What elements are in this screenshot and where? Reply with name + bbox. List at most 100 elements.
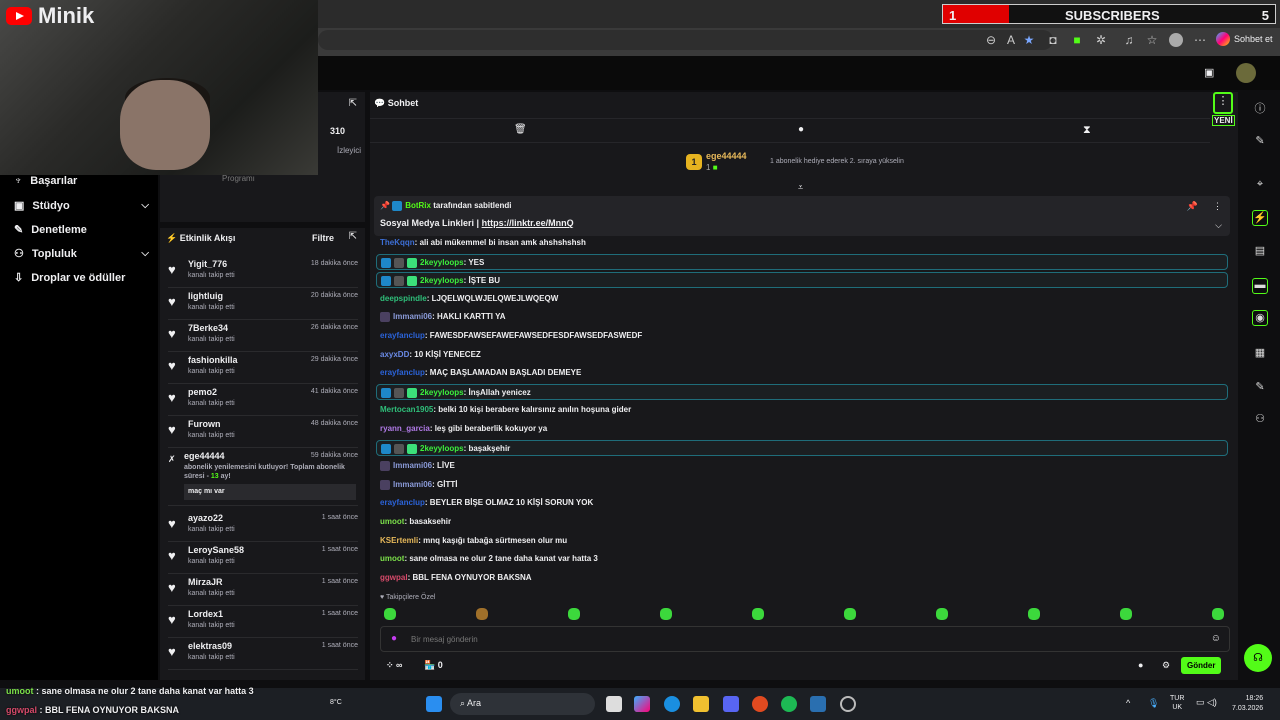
- ea-icon[interactable]: [752, 696, 768, 712]
- chat-settings-bubble-icon[interactable]: ●: [1138, 660, 1144, 670]
- emote-icon[interactable]: [476, 608, 488, 620]
- store-button[interactable]: 🏪 0: [424, 660, 443, 670]
- chat-input[interactable]: ● Bir mesaj gönderin ☺: [380, 626, 1230, 652]
- emote-icon[interactable]: [1212, 608, 1224, 620]
- edge-icon[interactable]: [664, 696, 680, 712]
- pinned-link[interactable]: https://linktr.ee/MnnQ: [481, 218, 574, 228]
- users-icon[interactable]: ⚇: [1255, 413, 1265, 425]
- chevron-up-icon[interactable]: ^: [1126, 698, 1131, 708]
- document-icon[interactable]: ▤: [1254, 245, 1266, 257]
- feed-item[interactable]: ♥ LeroySane58 kanalı takip etti 1 saat önce: [168, 542, 358, 574]
- favorite-star-icon[interactable]: ★: [1023, 33, 1035, 47]
- kick-icon[interactable]: ▣: [1204, 67, 1215, 79]
- address-bar[interactable]: [318, 30, 1053, 50]
- chat-username[interactable]: Immami06: [393, 312, 433, 322]
- network-volume-icon[interactable]: ▭ ◁): [1196, 697, 1217, 707]
- info-icon[interactable]: ⓘ: [1254, 103, 1266, 115]
- chevron-down-icon[interactable]: ⌵: [1215, 220, 1222, 230]
- emote-icon[interactable]: [568, 608, 580, 620]
- chat-username[interactable]: TheKqqn: [380, 238, 415, 247]
- avatar[interactable]: [1236, 63, 1256, 83]
- mic-icon[interactable]: 🎙: [1148, 698, 1160, 708]
- zoom-out-icon[interactable]: ⊖: [985, 33, 997, 47]
- feed-item[interactable]: ♥ Yigit_776 kanalı takip etti 18 dakika önc…: [168, 256, 358, 288]
- collapse-icon[interactable]: ⩡: [798, 182, 804, 192]
- lightning-icon[interactable]: ⚡: [1252, 210, 1268, 226]
- gear-icon[interactable]: ⚙: [1162, 660, 1171, 670]
- feed-item[interactable]: ♥ fashionkilla kanalı takip etti 29 dakika …: [168, 352, 358, 384]
- chat-username[interactable]: 2keyyloops: [420, 257, 464, 267]
- chat-menu-button[interactable]: ⋮: [1213, 92, 1233, 114]
- file-explorer-icon[interactable]: [693, 696, 709, 712]
- copilot-button[interactable]: Sohbet et: [1216, 32, 1273, 46]
- chat-username[interactable]: 2keyyloops: [420, 276, 464, 286]
- wrench-icon[interactable]: ✎: [1255, 381, 1265, 393]
- kick-extension-icon[interactable]: ■: [1073, 33, 1081, 47]
- emote-icon[interactable]: [752, 608, 764, 620]
- steam-icon[interactable]: [810, 696, 826, 712]
- windows-start-icon[interactable]: [426, 696, 442, 712]
- trash-icon[interactable]: 🗑: [514, 124, 527, 135]
- emoji-icon[interactable]: ☺: [1210, 633, 1221, 644]
- popout-icon[interactable]: ⇱: [348, 98, 357, 109]
- chat-username[interactable]: 2keyyloops: [420, 443, 464, 453]
- profile-icon[interactable]: [1169, 33, 1183, 47]
- chat-username[interactable]: umoot: [380, 517, 405, 526]
- pencil-icon[interactable]: ✎: [1255, 135, 1265, 147]
- chat-username[interactable]: Mertocan1905: [380, 405, 434, 415]
- emote-icon[interactable]: [384, 608, 396, 620]
- chat-username[interactable]: erayfanclup: [380, 331, 425, 340]
- feed-item[interactable]: ♥ Furown kanalı takip etti 48 dakika önce: [168, 416, 358, 448]
- extension-icon[interactable]: ◘: [1049, 33, 1057, 47]
- emote-icon[interactable]: [936, 608, 948, 620]
- emote-icon[interactable]: [844, 608, 856, 620]
- more-icon[interactable]: ⋮: [1213, 201, 1222, 211]
- feed-item[interactable]: ♥ ayazo22 kanalı takip etti 1 saat önce: [168, 510, 358, 542]
- app-icon[interactable]: [840, 696, 856, 712]
- chat-username[interactable]: Immami06: [393, 479, 433, 489]
- feed-item[interactable]: ♥ pemo2 kanalı takip etti 41 dakika önce: [168, 384, 358, 416]
- chat-bubble-icon[interactable]: ●: [798, 124, 805, 135]
- popout-icon[interactable]: ⇱: [348, 231, 357, 242]
- points-display[interactable]: ⁘ ∞: [386, 660, 403, 670]
- chat-username[interactable]: axyxDD: [380, 349, 410, 359]
- emote-icon[interactable]: [660, 608, 672, 620]
- extensions-icon[interactable]: ✲: [1095, 33, 1107, 47]
- hourglass-icon[interactable]: ⧗: [1083, 124, 1091, 136]
- pin-icon[interactable]: 📌: [1186, 201, 1198, 211]
- chat-username[interactable]: erayfanclup: [380, 368, 425, 378]
- nav-item-studyo[interactable]: ▣ Stüdyo ⌵: [14, 199, 149, 213]
- read-aloud-icon[interactable]: A: [1006, 33, 1015, 47]
- chat-username[interactable]: Immami06: [393, 461, 433, 471]
- clock[interactable]: 18:26 7.03.2026: [1232, 695, 1264, 712]
- more-icon[interactable]: ⋯: [1194, 33, 1206, 47]
- feed-item[interactable]: ♥ elektras09 kanalı takip etti 1 saat önce: [168, 638, 358, 670]
- chat-username[interactable]: KSErtemli: [380, 535, 419, 545]
- feed-item[interactable]: ♥ Lordex1 kanalı takip etti 1 saat önce: [168, 606, 358, 638]
- favorites-icon[interactable]: ☆: [1146, 33, 1158, 47]
- chat-username[interactable]: deepspindle: [380, 293, 427, 303]
- chat-username[interactable]: ggwpal: [380, 572, 408, 582]
- spotify-icon[interactable]: [781, 696, 797, 712]
- nav-item-topluluk[interactable]: ⚇ Topluluk ⌵: [14, 247, 149, 261]
- feed-item[interactable]: ♥ 7Berke34 kanalı takip etti 26 dakika önce: [168, 320, 358, 352]
- copilot-icon[interactable]: [634, 696, 650, 712]
- chat-username[interactable]: 2keyyloops: [420, 387, 464, 397]
- feed-item[interactable]: ♥ MirzaJR kanalı takip etti 1 saat önce: [168, 574, 358, 606]
- chat-username[interactable]: erayfanclup: [380, 498, 425, 508]
- nav-item-basarilar[interactable]: ♆ Başarılar: [14, 175, 78, 187]
- task-view-icon[interactable]: [606, 696, 622, 712]
- filter-button[interactable]: Filtre: [312, 233, 335, 243]
- discord-icon[interactable]: [723, 696, 739, 712]
- media-icon[interactable]: ♫: [1124, 33, 1134, 47]
- chat-username[interactable]: ryann_garcia: [380, 424, 430, 433]
- taskbar-search[interactable]: ⌕ Ara: [450, 693, 595, 715]
- emote-icon[interactable]: [1120, 608, 1132, 620]
- crosshair-icon[interactable]: ⌖: [1256, 178, 1264, 190]
- support-icon[interactable]: ☊: [1244, 644, 1272, 672]
- feed-item-resub[interactable]: ✗ ege44444 59 dakika önce abonelik yenileme…: [168, 448, 358, 506]
- chat-icon[interactable]: ▬: [1252, 278, 1268, 294]
- language-indicator[interactable]: TUR UK: [1170, 695, 1185, 711]
- chat-username[interactable]: umoot: [380, 554, 405, 564]
- nav-item-denetleme[interactable]: ✎ Denetleme: [14, 223, 87, 237]
